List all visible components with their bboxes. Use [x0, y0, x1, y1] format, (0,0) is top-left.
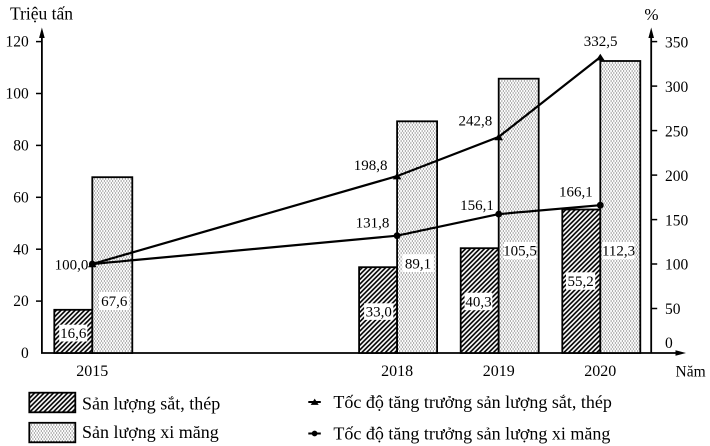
svg-text:Sản lượng xi măng: Sản lượng xi măng: [82, 422, 219, 442]
svg-text:Sản lượng sắt, thép: Sản lượng sắt, thép: [82, 394, 220, 414]
svg-text:2019: 2019: [483, 363, 515, 380]
svg-text:332,5: 332,5: [584, 34, 618, 50]
svg-text:242,8: 242,8: [459, 114, 493, 130]
svg-text:156,1: 156,1: [460, 198, 494, 214]
svg-text:100: 100: [5, 86, 29, 103]
svg-text:Năm: Năm: [676, 363, 706, 380]
svg-text:100,0: 100,0: [55, 258, 89, 274]
svg-text:200: 200: [665, 168, 689, 185]
svg-text:250: 250: [665, 123, 689, 140]
svg-text:100: 100: [665, 257, 689, 274]
svg-text:105,5: 105,5: [503, 244, 537, 260]
svg-text:198,8: 198,8: [354, 158, 388, 174]
svg-text:112,3: 112,3: [602, 243, 635, 259]
svg-text:40: 40: [13, 241, 29, 258]
svg-text:33,0: 33,0: [366, 305, 392, 321]
svg-text:131,8: 131,8: [356, 215, 390, 231]
svg-text:67,6: 67,6: [101, 294, 128, 310]
svg-text:89,1: 89,1: [405, 256, 431, 272]
svg-text:40,3: 40,3: [465, 295, 491, 311]
svg-text:Triệu tấn: Triệu tấn: [10, 3, 73, 23]
svg-text:350: 350: [665, 34, 689, 51]
svg-text:Tốc độ tăng trưởng sản lượng s: Tốc độ tăng trưởng sản lượng sắt, thép: [333, 392, 612, 412]
svg-text:55,2: 55,2: [567, 274, 593, 290]
svg-text:Tốc độ tăng trưởng sản lượng x: Tốc độ tăng trưởng sản lượng xi măng: [333, 423, 610, 443]
svg-text:80: 80: [13, 138, 29, 155]
svg-text:300: 300: [665, 79, 689, 96]
svg-text:%: %: [644, 5, 658, 24]
svg-text:2015: 2015: [76, 363, 108, 380]
svg-text:166,1: 166,1: [559, 184, 593, 200]
svg-text:16,6: 16,6: [60, 326, 87, 342]
svg-text:20: 20: [13, 293, 29, 310]
svg-text:0: 0: [665, 335, 673, 352]
svg-text:150: 150: [665, 212, 689, 229]
svg-text:60: 60: [13, 189, 29, 206]
svg-text:2020: 2020: [584, 363, 616, 380]
svg-text:120: 120: [5, 34, 29, 51]
svg-text:0: 0: [21, 345, 29, 362]
svg-text:2018: 2018: [381, 363, 413, 380]
svg-text:50: 50: [665, 301, 681, 318]
